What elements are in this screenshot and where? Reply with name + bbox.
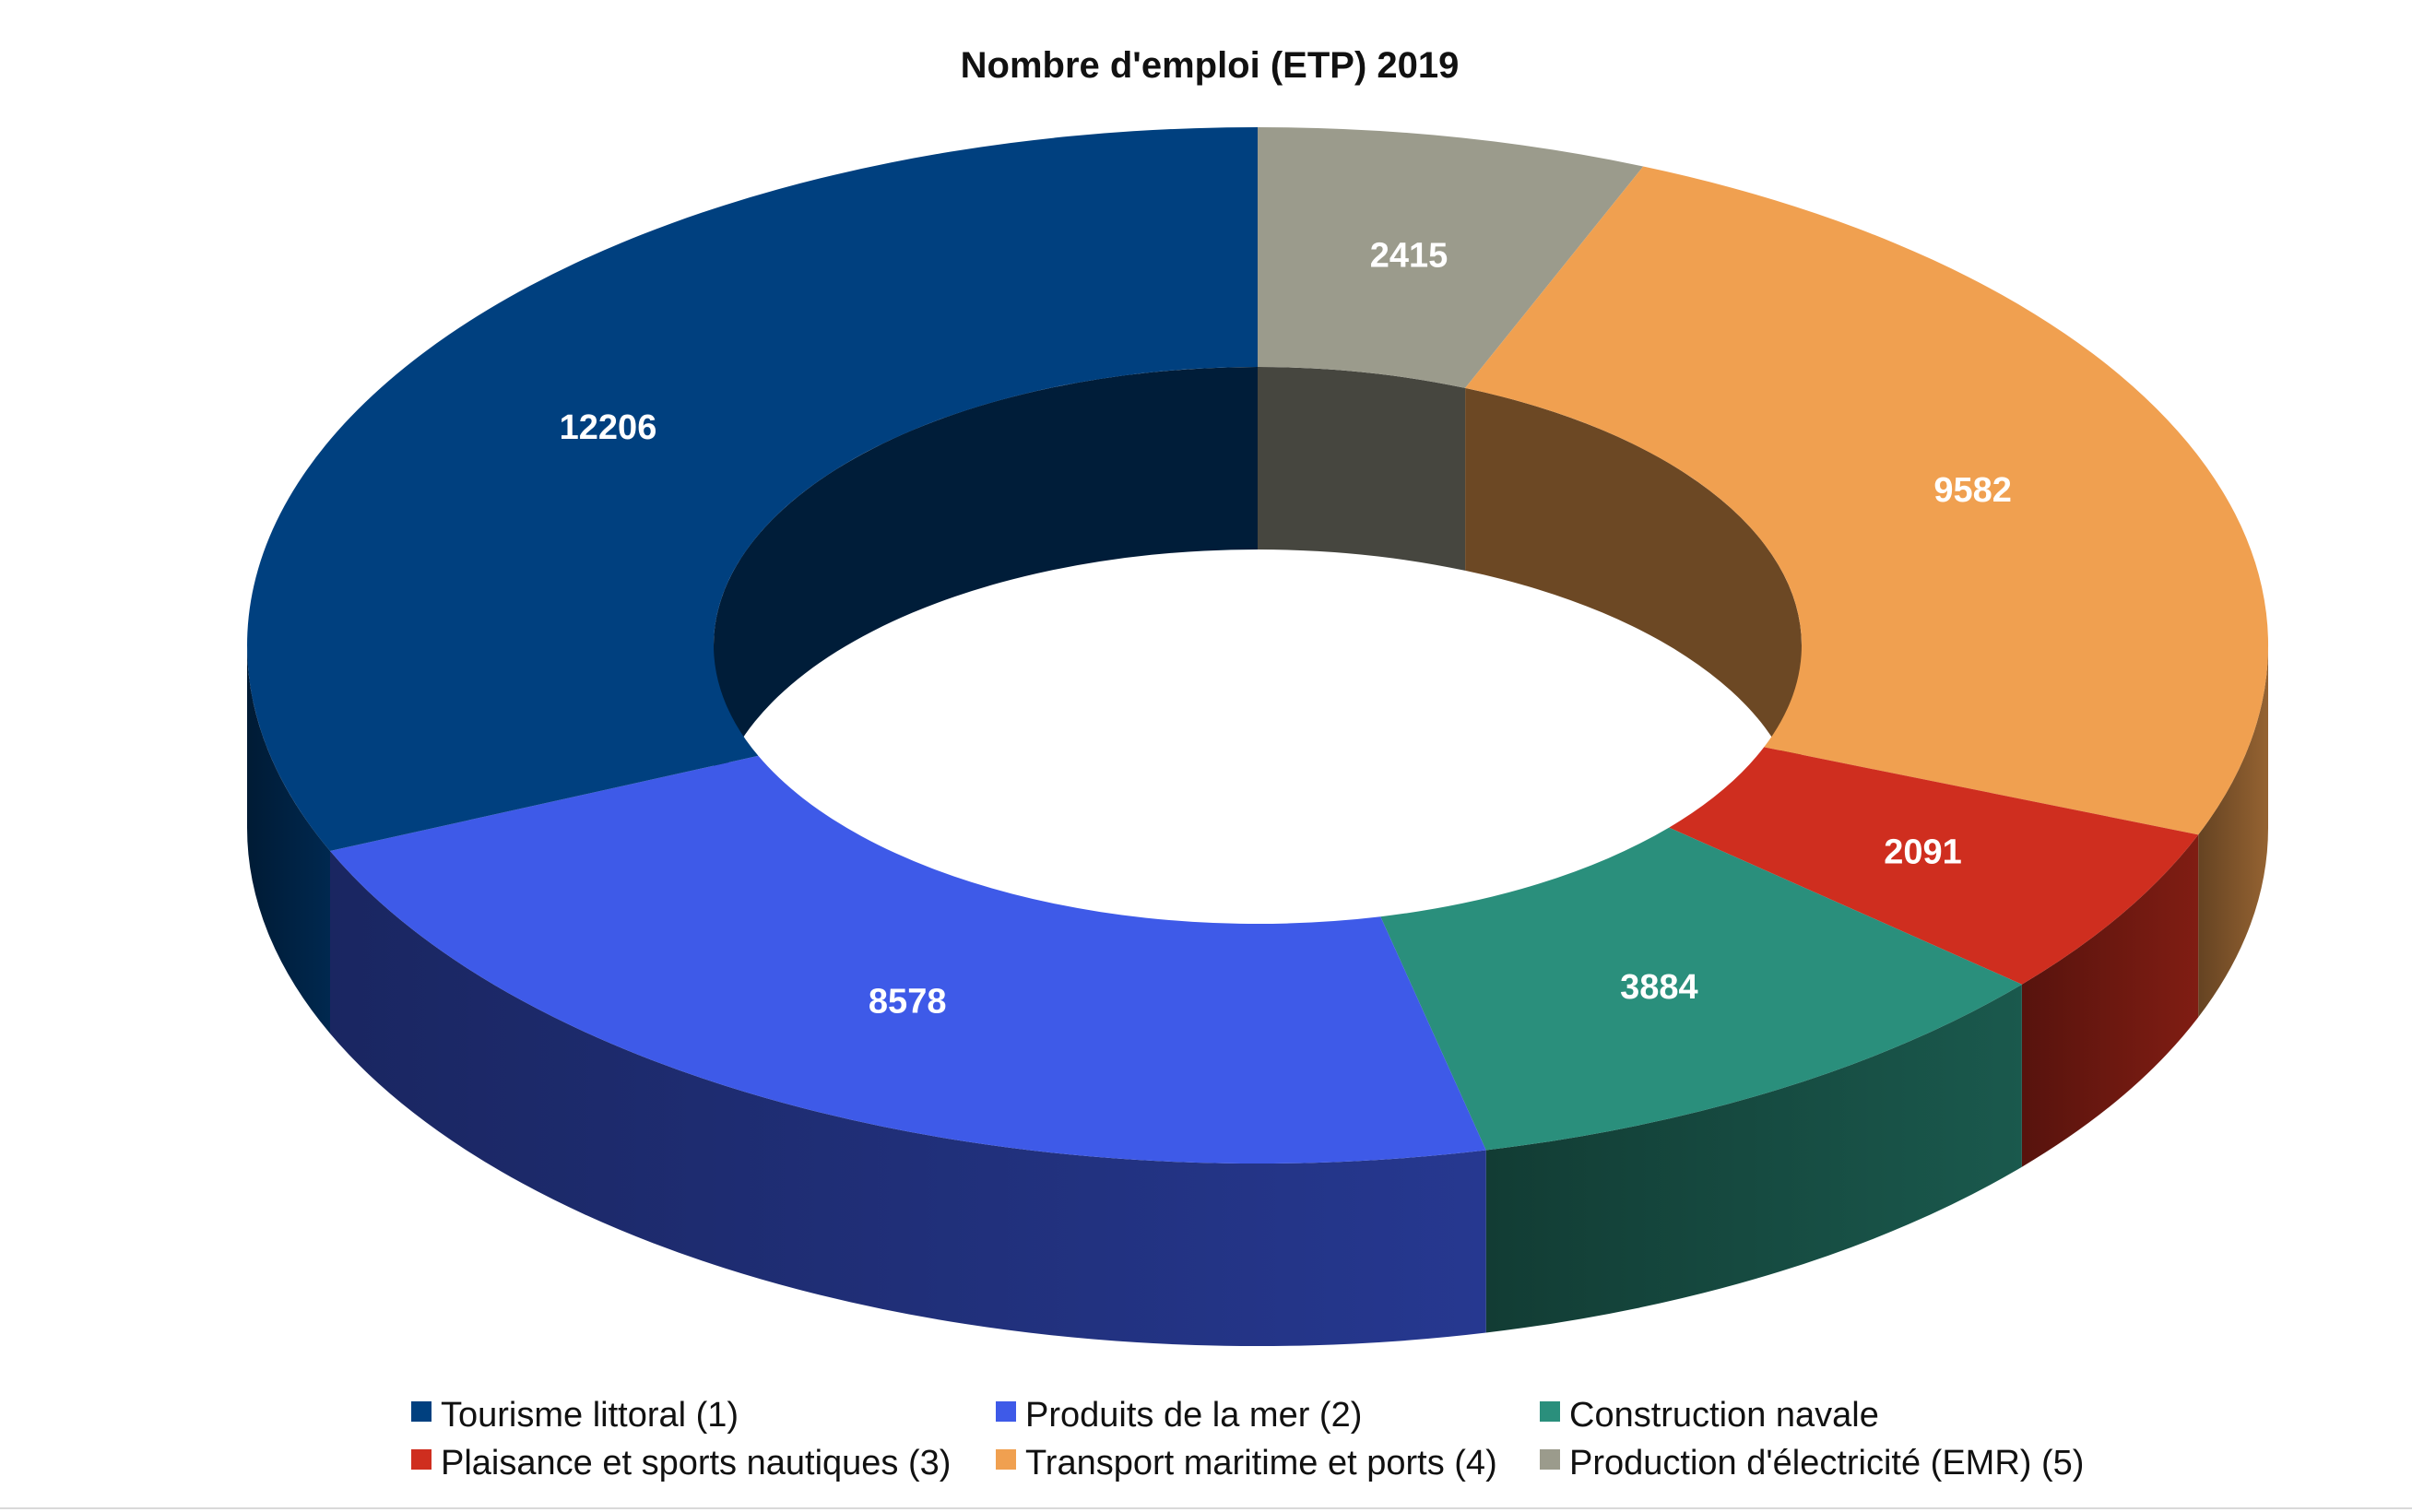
legend-swatch-4	[411, 1449, 432, 1470]
legend-label-4: Plaisance et sports nautiques (3)	[441, 1444, 951, 1482]
legend-swatch-6	[1540, 1449, 1560, 1470]
legend-item-5: Transport maritime et ports (4)	[996, 1444, 1497, 1482]
side-wall-2	[330, 851, 1486, 1347]
side-wall-3	[1485, 984, 2022, 1333]
legend-item-3: Construction navale	[1540, 1396, 1879, 1435]
legend-item-4: Plaisance et sports nautiques (3)	[411, 1444, 951, 1482]
slice-4	[1669, 747, 2199, 985]
slice-5	[1465, 166, 2269, 835]
side-wall-1	[247, 645, 330, 1034]
donut-slices	[247, 126, 2269, 1164]
side-wall-4	[2021, 834, 2199, 1167]
legend-label-2: Produits de la mer (2)	[1025, 1396, 1362, 1435]
legend: Tourisme littoral (1) Produits de la mer …	[411, 1396, 2084, 1482]
donut-inner-wall	[714, 367, 1802, 828]
data-label-3: 3884	[1620, 968, 1698, 1007]
donut-sides	[247, 645, 2268, 1347]
legend-label-5: Transport maritime et ports (4)	[1025, 1444, 1497, 1482]
data-label-2: 8578	[869, 983, 947, 1022]
inner-wall-1-0	[714, 367, 1258, 828]
inner-wall-5-0	[1465, 387, 1802, 828]
slice-6	[1258, 126, 1644, 388]
legend-item-1: Tourisme littoral (1)	[411, 1396, 739, 1435]
side-wall-5	[2198, 645, 2268, 1018]
data-label-4: 2091	[1884, 833, 1962, 872]
inner-wall-6-0	[1258, 367, 1466, 571]
data-label-6: 2415	[1370, 236, 1448, 275]
legend-label-1: Tourisme littoral (1)	[441, 1396, 739, 1435]
legend-label-3: Construction navale	[1569, 1396, 1879, 1435]
slice-2	[330, 755, 1486, 1164]
legend-swatch-1	[411, 1401, 432, 1422]
data-label-5: 9582	[1933, 471, 2012, 510]
slice-1	[247, 127, 1259, 851]
legend-item-6: Production d'électricité (EMR) (5)	[1540, 1444, 2084, 1482]
legend-label-6: Production d'électricité (EMR) (5)	[1569, 1444, 2084, 1482]
slice-3	[1380, 827, 2022, 1151]
legend-item-2: Produits de la mer (2)	[996, 1396, 1362, 1435]
data-label-1: 12206	[560, 408, 657, 447]
legend-swatch-2	[996, 1401, 1016, 1422]
legend-swatch-3	[1540, 1401, 1560, 1422]
chart-title: Nombre d'emploi (ETP) 2019	[961, 45, 1460, 86]
data-labels: 2415 9582 2091 3884 8578 12206	[560, 236, 2012, 1021]
legend-swatch-5	[996, 1449, 1016, 1470]
